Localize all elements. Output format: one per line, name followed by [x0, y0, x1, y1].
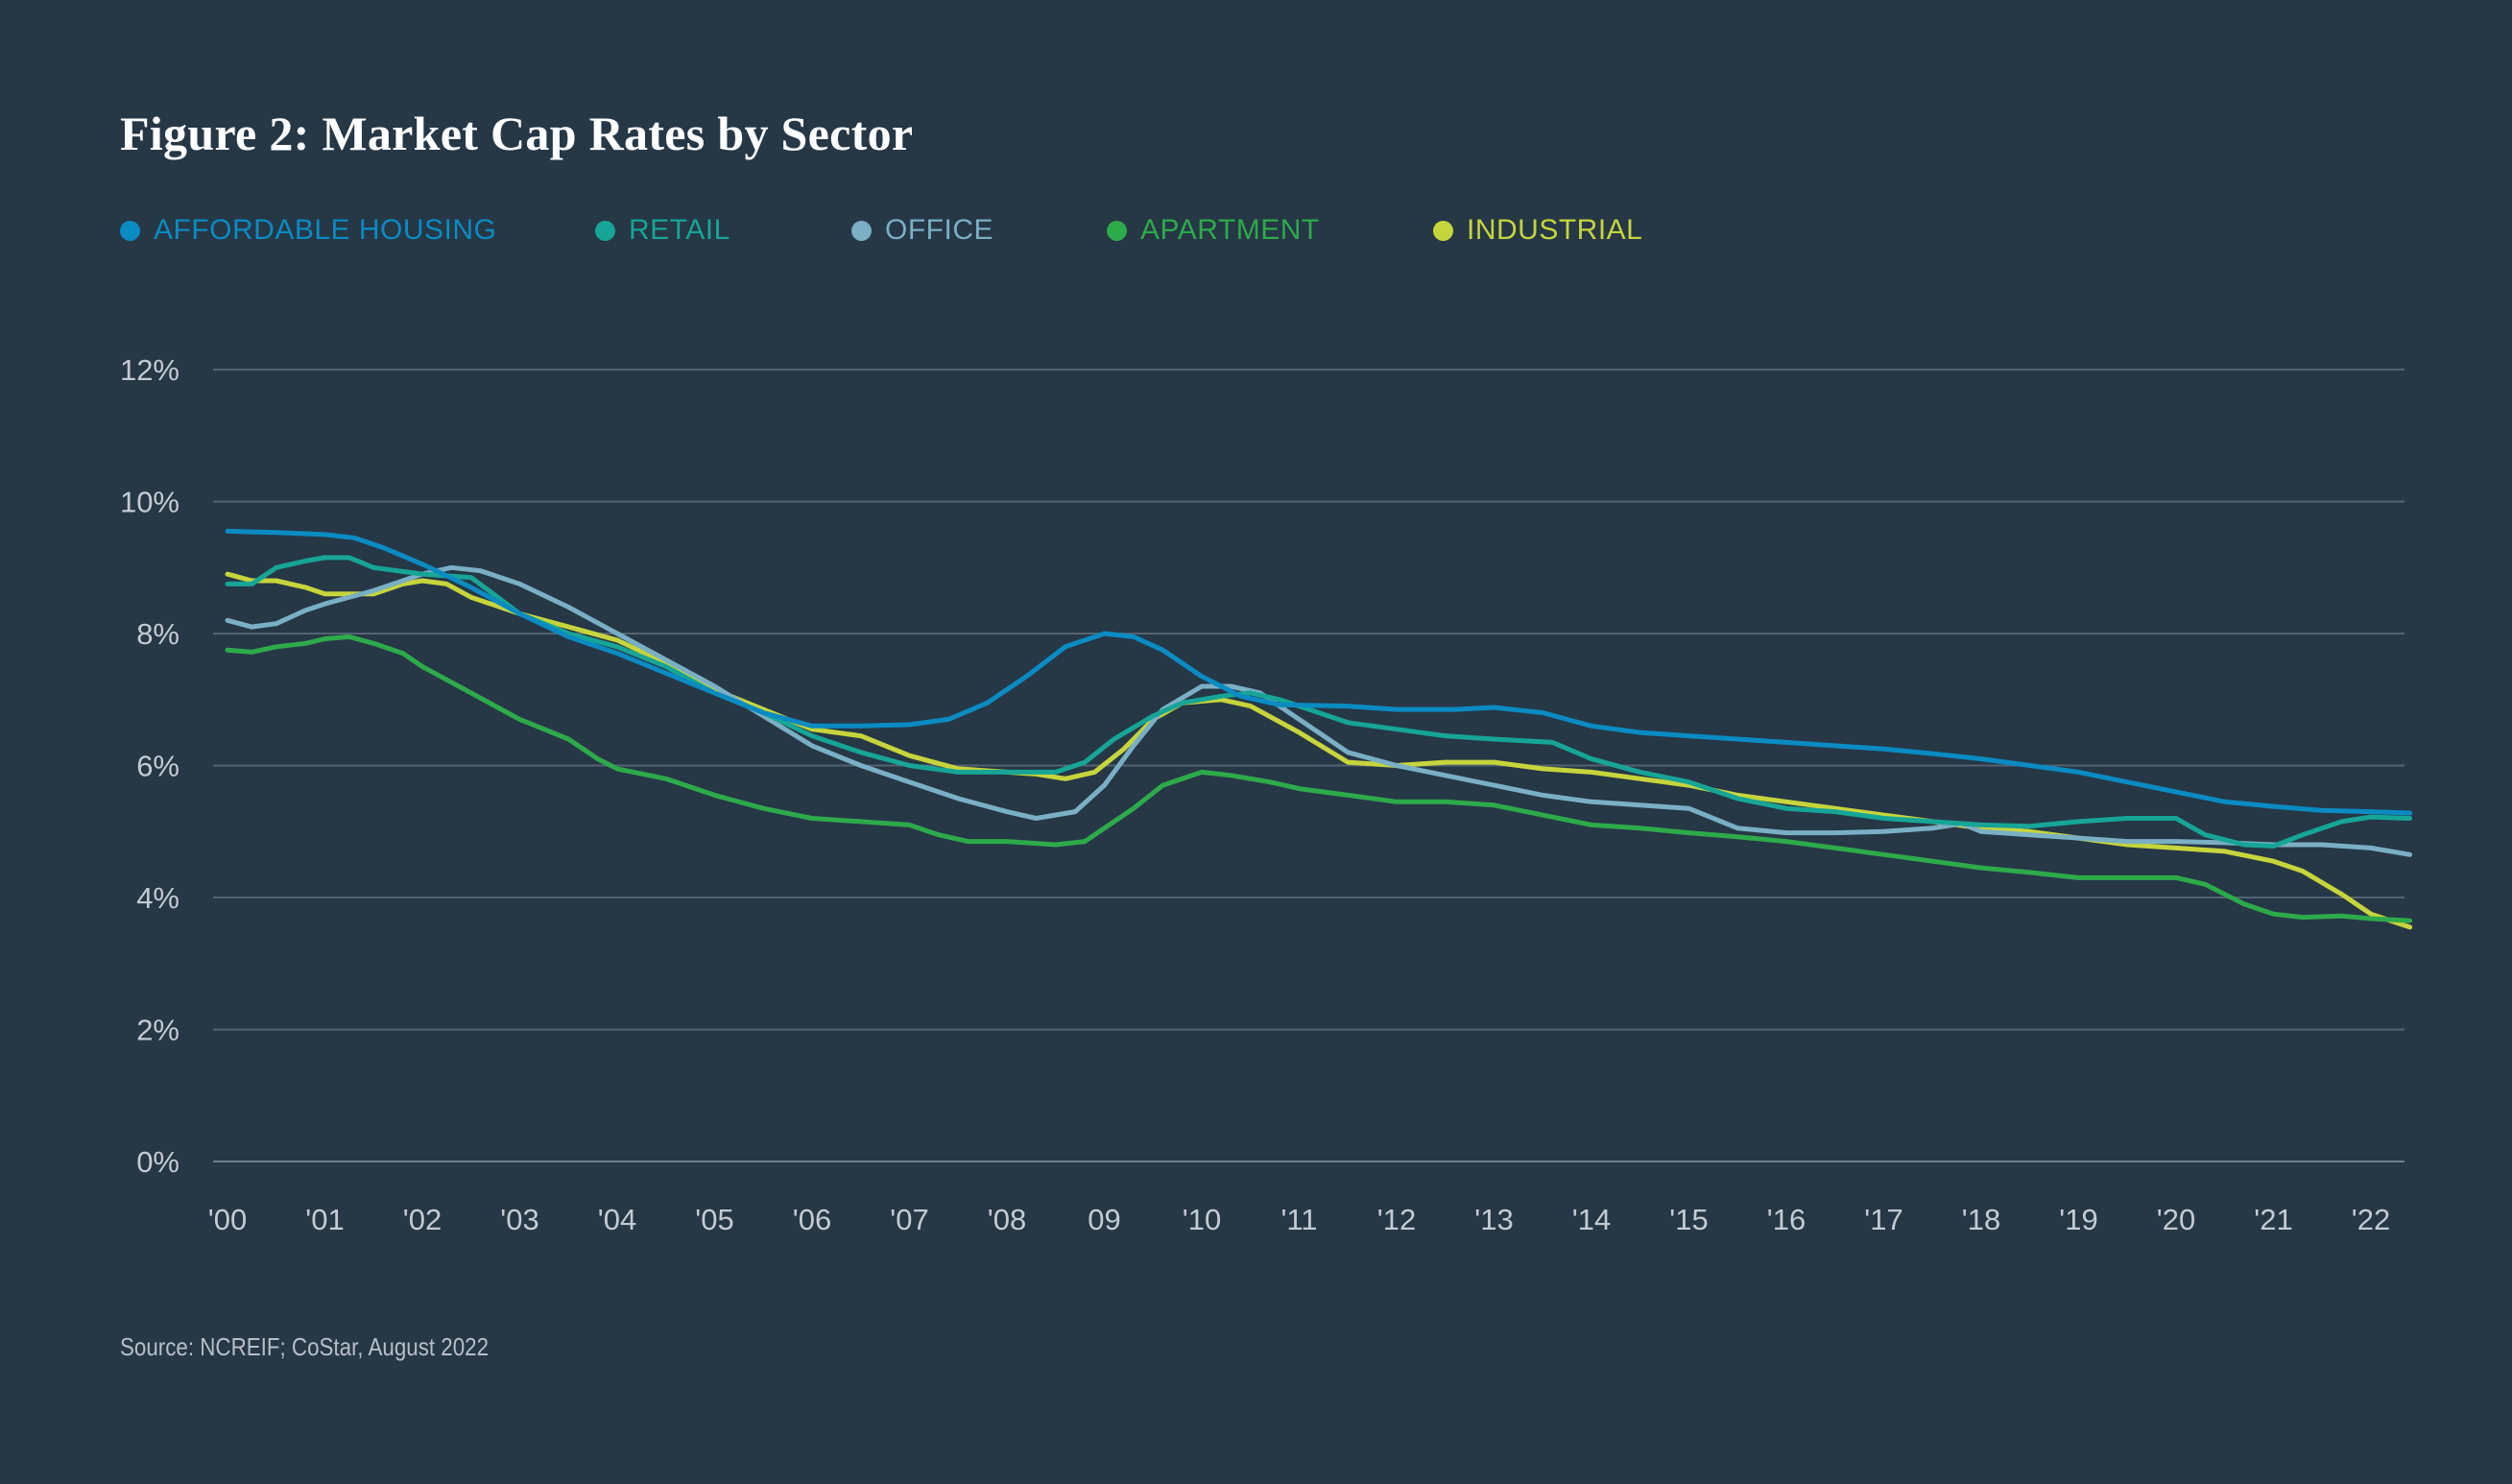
- x-tick-label: '06: [793, 1203, 831, 1236]
- legend-label: OFFICE: [885, 214, 993, 246]
- y-tick-label: 10%: [120, 486, 179, 519]
- legend-label: AFFORDABLE HOUSING: [154, 214, 497, 246]
- x-tick-label: '20: [2157, 1203, 2195, 1236]
- x-tick-label: '16: [1767, 1203, 1806, 1236]
- legend-item-apartment[interactable]: APARTMENT: [1107, 214, 1320, 247]
- series-line-affordable-housing[interactable]: [225, 528, 2413, 816]
- legend-dot-icon: [1433, 220, 1453, 241]
- x-tick-label: '03: [500, 1203, 538, 1236]
- x-tick-label: '07: [890, 1203, 928, 1236]
- x-tick-label: '13: [1474, 1203, 1513, 1236]
- x-tick-label: '21: [2254, 1203, 2292, 1236]
- x-tick-label: '18: [1962, 1203, 2000, 1236]
- y-tick-label: 2%: [136, 1014, 179, 1047]
- x-axis: '00 '01 '02 '03 '04 '05 '06 '07 '08 09 '10 '11 '12 '1…: [208, 1203, 2390, 1236]
- legend-item-retail[interactable]: RETAIL: [595, 214, 730, 247]
- chart-title: Figure 2: Market Cap Rates by Sector: [120, 107, 914, 160]
- x-tick-label: '01: [305, 1203, 344, 1236]
- x-tick-label: '15: [1669, 1203, 1708, 1236]
- x-tick-label: '00: [208, 1203, 247, 1236]
- x-tick-label: '08: [988, 1203, 1026, 1236]
- x-tick-label: '22: [2352, 1203, 2390, 1236]
- x-tick-label: '14: [1572, 1203, 1611, 1236]
- y-tick-label: 6%: [136, 750, 179, 783]
- legend-dot-icon: [851, 220, 872, 241]
- x-tick-label: '17: [1864, 1203, 1902, 1236]
- x-tick-label: '05: [695, 1203, 733, 1236]
- x-tick-label: '19: [2059, 1203, 2097, 1236]
- x-tick-label: '12: [1377, 1203, 1416, 1236]
- source-note: Source: NCREIF; CoStar, August 2022: [120, 1332, 490, 1361]
- x-tick-label: '10: [1183, 1203, 1221, 1236]
- legend-label: INDUSTRIAL: [1467, 214, 1643, 246]
- y-tick-label: 12%: [120, 353, 179, 387]
- y-axis: 0% 2% 4% 6% 8% 10% 12%: [120, 353, 179, 1179]
- legend-item-industrial[interactable]: INDUSTRIAL: [1433, 214, 1642, 247]
- y-tick-label: 8%: [136, 617, 179, 651]
- series-line-office[interactable]: [225, 564, 2413, 857]
- legend-dot-icon: [1107, 220, 1127, 241]
- x-tick-label: '11: [1280, 1203, 1317, 1236]
- gridlines: [213, 369, 2404, 1162]
- legend-label: APARTMENT: [1140, 214, 1320, 246]
- y-tick-label: 4%: [136, 881, 179, 915]
- legend-dot-icon: [595, 220, 615, 241]
- x-tick-label: '02: [403, 1203, 442, 1236]
- series-lines: [225, 528, 2413, 930]
- legend-dot-icon: [120, 220, 140, 241]
- legend-label: RETAIL: [629, 214, 730, 246]
- y-tick-label: 0%: [136, 1145, 179, 1179]
- x-tick-label: 09: [1088, 1203, 1120, 1236]
- legend-item-office[interactable]: OFFICE: [851, 214, 993, 247]
- legend-item-affordable-housing[interactable]: AFFORDABLE HOUSING: [120, 214, 496, 247]
- series-line-apartment[interactable]: [225, 634, 2413, 923]
- x-tick-label: '04: [598, 1203, 636, 1236]
